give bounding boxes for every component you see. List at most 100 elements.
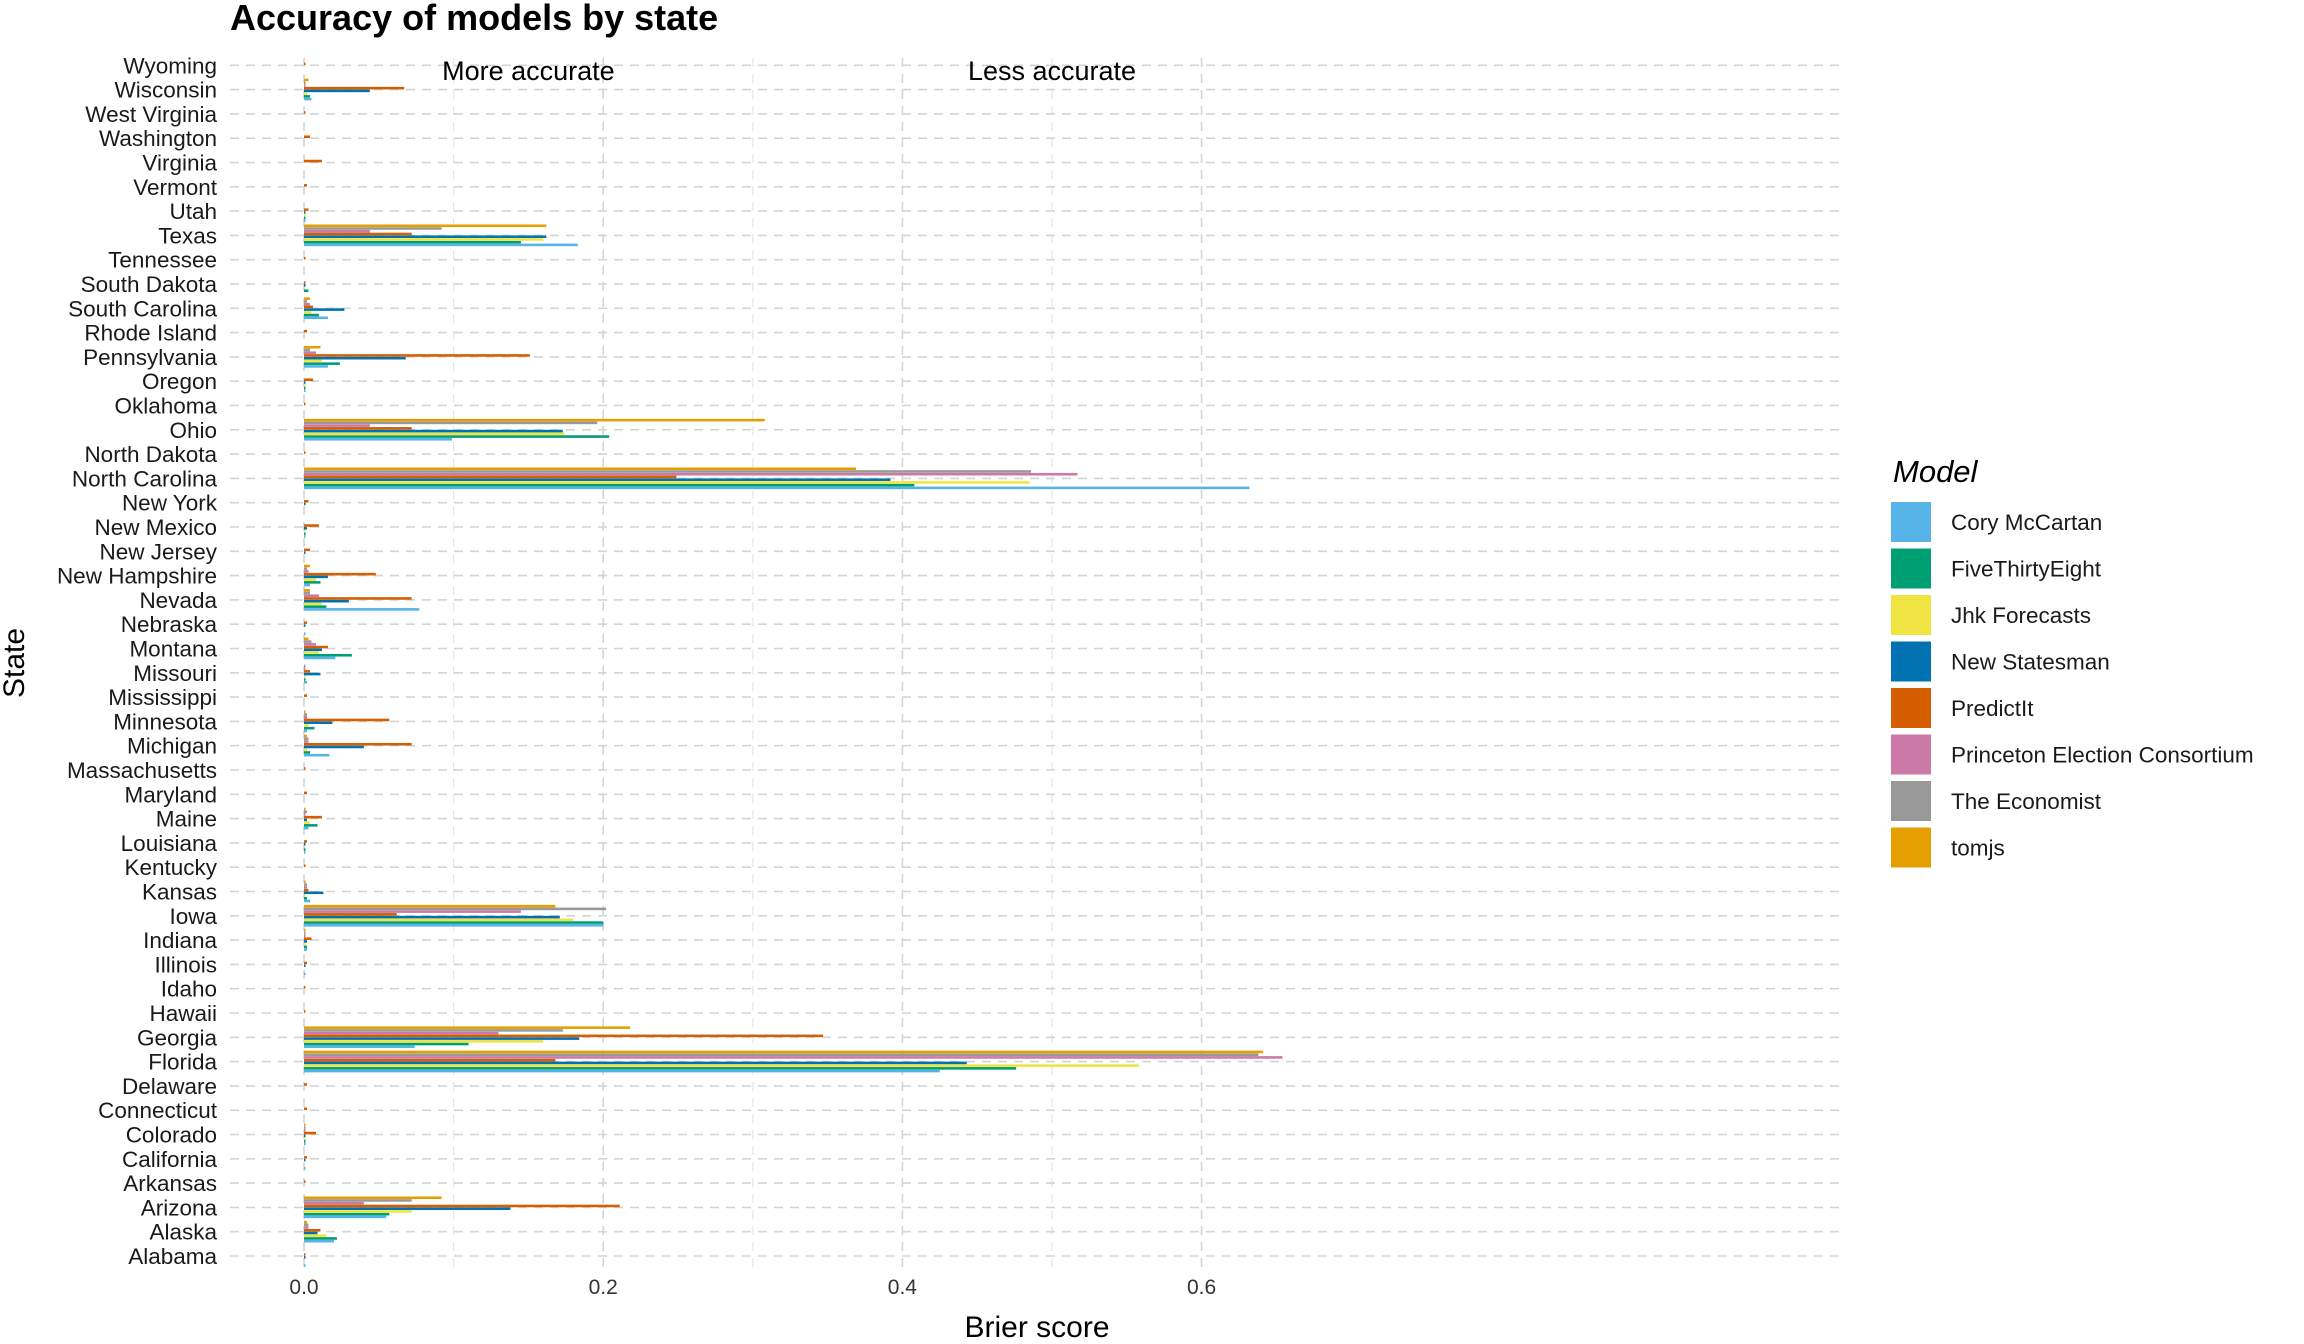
bar: [304, 818, 307, 822]
bar: [304, 362, 340, 365]
bar: [304, 567, 307, 570]
y-tick-label: New Jersey: [99, 539, 217, 564]
y-tick-label: Kentucky: [124, 855, 217, 880]
bar: [304, 888, 309, 892]
y-tick-label: Wyoming: [123, 53, 217, 78]
bar: [304, 524, 319, 527]
bar: [304, 1226, 309, 1229]
bar: [304, 499, 309, 503]
bar: [304, 1037, 580, 1040]
bar: [304, 1204, 620, 1208]
bar: [304, 527, 307, 530]
bar: [304, 840, 307, 843]
bar: [304, 354, 530, 357]
y-tick-label: Arizona: [141, 1195, 218, 1220]
legend-key: [1891, 502, 1931, 542]
y-tick-label: California: [122, 1147, 218, 1172]
bar: [304, 643, 316, 646]
bar: [304, 599, 349, 603]
y-tick-label: Oklahoma: [114, 394, 217, 419]
y-tick-label: North Carolina: [72, 466, 218, 491]
bar: [304, 826, 309, 830]
bar: [304, 467, 857, 471]
x-axis-tick-labels: 0.0 0.2 0.4 0.6: [289, 1276, 1216, 1299]
bar: [304, 475, 677, 479]
bar: [304, 1199, 412, 1202]
bar: [304, 918, 574, 922]
y-tick-label: Missouri: [133, 661, 217, 686]
bar: [304, 726, 315, 730]
bar: [304, 1210, 412, 1213]
bar: [304, 985, 306, 989]
bar: [304, 578, 316, 581]
y-tick-label: Massachusetts: [67, 758, 217, 783]
bar: [304, 451, 306, 454]
y-tick-label: Utah: [169, 199, 217, 224]
bar: [304, 637, 309, 641]
bar: [304, 910, 521, 913]
bar: [304, 751, 310, 754]
bar: [304, 1207, 511, 1210]
y-tick-label: Michigan: [127, 734, 217, 759]
bar: [304, 588, 310, 592]
bar: [304, 681, 307, 684]
legend-label: tomjs: [1951, 836, 2005, 861]
grid-lines: [230, 58, 1845, 1270]
y-tick-label: Idaho: [161, 977, 217, 1002]
annotation-more-accurate: More accurate: [442, 56, 615, 86]
bar: [304, 597, 412, 600]
bar: [304, 486, 1250, 490]
bar: [304, 470, 1032, 473]
bar: [304, 656, 336, 660]
bar: [304, 648, 322, 652]
legend-key: [1891, 641, 1931, 682]
bar: [304, 229, 370, 233]
bar: [304, 942, 306, 946]
bar: [304, 581, 321, 584]
bar: [304, 713, 307, 716]
bar: [304, 1253, 306, 1256]
y-tick-label: Wisconsin: [114, 78, 217, 103]
bar: [304, 1058, 556, 1062]
bar: [304, 896, 307, 900]
y-tick-label: Florida: [148, 1050, 217, 1075]
legend-label: Princeton Election Consortium: [1951, 743, 2254, 768]
bar: [304, 84, 306, 87]
bar: [304, 365, 328, 368]
bar: [304, 329, 307, 333]
annotation-less-accurate: Less accurate: [968, 56, 1136, 86]
bar: [304, 1180, 306, 1183]
bar: [304, 1196, 442, 1200]
x-tick-label: 0.4: [888, 1276, 918, 1299]
legend-key: [1891, 734, 1931, 775]
bar: [304, 821, 310, 824]
bar: [304, 184, 307, 187]
bar: [304, 921, 604, 924]
bar: [304, 1201, 364, 1205]
bar: [304, 432, 565, 436]
y-tick-label: Nevada: [139, 588, 217, 613]
y-tick-label: Mississippi: [108, 685, 217, 710]
bar: [304, 483, 915, 487]
y-tick-label: Vermont: [133, 175, 218, 200]
bar: [304, 675, 306, 679]
bar: [304, 1237, 337, 1240]
y-tick-label: New Hampshire: [57, 564, 217, 589]
bar: [304, 421, 598, 425]
bar: [304, 864, 306, 868]
bar: [304, 904, 556, 908]
bar: [304, 211, 306, 214]
bar: [304, 1142, 306, 1146]
bar: [304, 502, 306, 506]
bar: [304, 664, 306, 668]
bar: [304, 907, 607, 911]
x-axis-label: Brier score: [964, 1311, 1109, 1344]
y-tick-label: Washington: [99, 126, 217, 151]
bar: [304, 1107, 307, 1111]
bar: [304, 1042, 469, 1046]
y-tick-label: Maryland: [124, 782, 217, 807]
bar: [304, 937, 312, 940]
y-tick-label: Pennsylvania: [83, 345, 217, 370]
bar: [304, 894, 306, 897]
bar: [304, 305, 313, 309]
